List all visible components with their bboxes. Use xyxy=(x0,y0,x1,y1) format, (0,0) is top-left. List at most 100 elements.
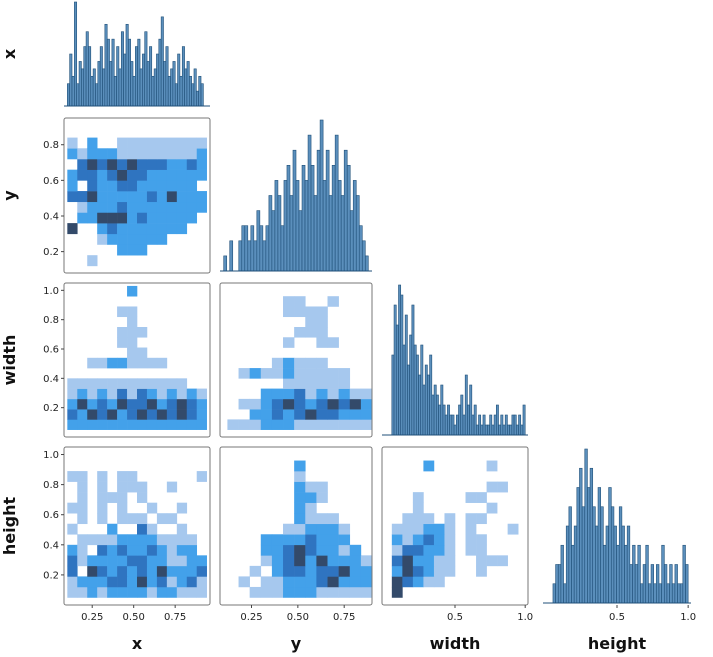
x-tick-label-y: 0.50 xyxy=(287,612,309,623)
histogram-bar-height xyxy=(610,506,615,604)
histogram-bar-width xyxy=(484,424,488,436)
heatmap-cell xyxy=(77,212,88,224)
heatmap-cell xyxy=(97,158,108,170)
histogram-bar-width xyxy=(462,414,466,436)
heatmap-cell xyxy=(196,388,207,400)
histogram-bar-width xyxy=(515,424,519,436)
heatmap-cell xyxy=(127,409,138,420)
heatmap-cell xyxy=(97,419,108,430)
y-tick-label-y: 0.2 xyxy=(43,247,59,258)
heatmap-cell xyxy=(444,523,456,535)
heatmap-cell xyxy=(87,586,98,598)
histogram-bar-height xyxy=(669,564,673,604)
heatmap-cell xyxy=(294,306,306,318)
heatmap-cell xyxy=(127,378,138,389)
histogram-bar-y xyxy=(277,195,282,272)
heatmap-x-vs-height xyxy=(63,446,211,606)
heatmap-cell xyxy=(305,327,317,338)
histogram-bar-width xyxy=(489,414,493,436)
y-tick-label-width: 0.4 xyxy=(43,374,59,385)
heatmap-cell xyxy=(137,233,148,245)
heatmap-cell xyxy=(412,502,424,514)
heatmap-cell xyxy=(87,148,98,160)
heatmap-cell xyxy=(97,576,108,588)
heatmap-cell xyxy=(77,201,88,213)
heatmap-cell xyxy=(476,513,487,525)
histogram-bar-height xyxy=(629,564,633,604)
heatmap-cell xyxy=(271,419,284,430)
histogram-bar-x xyxy=(69,53,73,107)
heatmap-y-vs-height xyxy=(219,446,373,606)
histogram-bar-height xyxy=(579,467,583,604)
heatmap-cell xyxy=(316,306,328,318)
histogram-bar-x xyxy=(165,46,169,107)
heatmap-cell xyxy=(87,565,98,577)
heatmap-cell xyxy=(146,180,158,192)
histogram-bar-x xyxy=(198,75,202,107)
histogram-bar-x xyxy=(90,75,94,107)
histogram-bar-width xyxy=(427,374,430,436)
histogram-bar-x xyxy=(181,46,185,107)
heatmap-cell xyxy=(305,357,317,369)
heatmap-cell xyxy=(271,368,284,379)
heatmap-cell xyxy=(156,180,168,192)
heatmap-cell xyxy=(156,586,168,598)
heatmap-cell xyxy=(117,233,128,245)
heatmap-cell xyxy=(360,576,373,588)
heatmap-cell xyxy=(186,148,198,160)
heatmap-cell xyxy=(338,565,351,577)
heatmap-cell xyxy=(305,316,317,328)
histogram-bar-height xyxy=(640,583,644,604)
heatmap-cell xyxy=(117,137,128,149)
heatmap-cell xyxy=(127,481,138,493)
histogram-bar-x xyxy=(109,61,113,107)
heatmap-cell xyxy=(294,460,306,472)
heatmap-cell xyxy=(186,544,198,556)
heatmap-cell xyxy=(476,565,487,577)
heatmap-cell xyxy=(444,544,456,556)
heatmap-cell xyxy=(349,586,362,598)
heatmap-cell xyxy=(327,409,339,420)
histogram-bar-y xyxy=(301,165,306,272)
heatmap-cell xyxy=(77,378,88,389)
histogram-bar-x xyxy=(170,68,174,107)
heatmap-cell xyxy=(327,419,339,430)
histogram-bar-width xyxy=(471,414,475,436)
heatmap-cell xyxy=(137,388,148,400)
heatmap-cell xyxy=(87,378,98,389)
heatmap-cell xyxy=(338,388,351,400)
heatmap-cell xyxy=(117,357,128,369)
y-tick-label-height: 0.4 xyxy=(43,540,59,551)
heatmap-cell xyxy=(146,502,158,514)
heatmap-cell xyxy=(166,148,178,160)
histogram-bar-x xyxy=(81,68,85,107)
heatmap-cell xyxy=(186,555,198,567)
histogram-bar-width xyxy=(444,414,448,436)
histogram-bar-y xyxy=(322,180,327,272)
heatmap-cell xyxy=(327,534,339,546)
histogram-bar-width xyxy=(467,404,470,436)
heatmap-cell xyxy=(67,565,78,577)
heatmap-cell xyxy=(349,544,362,556)
heatmap-cell xyxy=(67,502,78,514)
histogram-bar-x xyxy=(135,46,138,107)
heatmap-cell xyxy=(97,544,108,556)
heatmap-cell xyxy=(146,576,158,588)
heatmap-cell xyxy=(117,201,128,213)
heatmap-cell xyxy=(196,137,207,149)
heatmap-cell xyxy=(146,137,158,149)
heatmap-cell xyxy=(186,212,198,224)
heatmap-cell xyxy=(127,158,138,170)
histogram-bar-width xyxy=(435,394,439,436)
heatmap-cell xyxy=(294,296,306,307)
y-axis-label-x: x xyxy=(0,48,19,59)
histogram-bar-height xyxy=(677,583,681,604)
heatmap-cell xyxy=(283,576,295,588)
heatmap-cell xyxy=(97,534,108,546)
histogram-bar-height xyxy=(581,506,586,604)
heatmap-cell xyxy=(294,378,306,389)
histogram-bar-height xyxy=(608,487,612,604)
heatmap-cell xyxy=(360,398,373,410)
heatmap-cell xyxy=(127,555,138,567)
heatmap-cell xyxy=(97,586,108,598)
